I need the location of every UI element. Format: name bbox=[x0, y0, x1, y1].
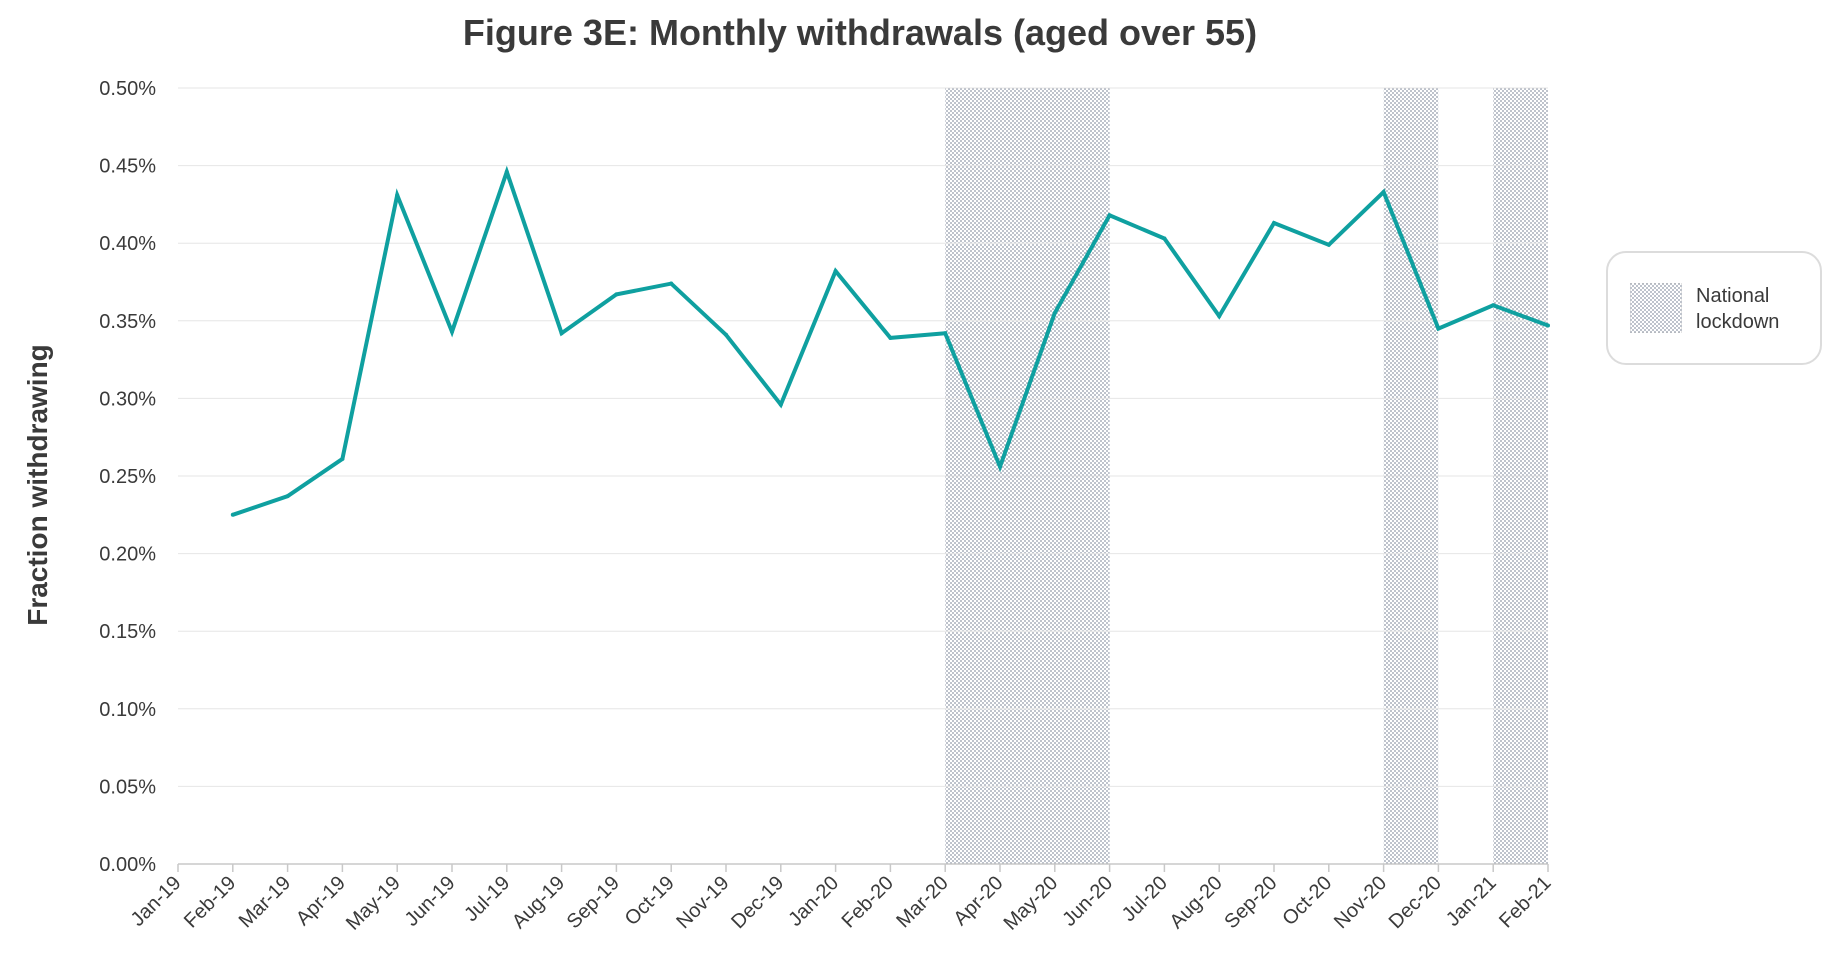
x-tick-label: Sep-19 bbox=[563, 872, 624, 933]
data-point bbox=[778, 402, 783, 407]
x-tick-label: Sep-20 bbox=[1220, 872, 1281, 933]
y-tick-label: 0.20% bbox=[99, 544, 156, 566]
data-point bbox=[450, 329, 454, 334]
y-tick-label: 0.35% bbox=[99, 311, 156, 333]
x-tick-label: Nov-19 bbox=[672, 872, 733, 933]
data-point bbox=[1436, 326, 1441, 331]
legend-swatch-lockdown bbox=[1630, 283, 1682, 333]
data-point bbox=[504, 169, 509, 174]
y-tick-label: 0.30% bbox=[99, 388, 156, 410]
x-axis bbox=[177, 863, 1549, 872]
x-tick-label: Apr-20 bbox=[950, 872, 1008, 930]
data-point bbox=[1546, 323, 1550, 328]
y-tick-label: 0.00% bbox=[99, 854, 156, 876]
x-tick-label: Aug-20 bbox=[1166, 872, 1227, 933]
x-tick-label: Feb-20 bbox=[838, 872, 898, 932]
data-point bbox=[1491, 303, 1496, 308]
data-point bbox=[998, 464, 1002, 469]
data-point bbox=[230, 512, 235, 517]
x-tick-label: Jul-20 bbox=[1118, 872, 1172, 926]
y-tick-label: 0.05% bbox=[99, 776, 156, 798]
data-point bbox=[1217, 314, 1222, 319]
legend: National lockdown bbox=[1606, 251, 1822, 365]
data-point bbox=[943, 331, 948, 336]
data-point bbox=[1052, 311, 1057, 316]
series-line-0 bbox=[232, 165, 1549, 517]
data-point bbox=[1326, 242, 1331, 247]
data-point bbox=[340, 456, 345, 461]
legend-label-lockdown: National lockdown bbox=[1696, 285, 1780, 333]
chart-title: Figure 3E: Monthly withdrawals (aged ove… bbox=[462, 12, 1258, 53]
x-tick-label: Feb-19 bbox=[180, 872, 240, 932]
y-tick-label: 0.40% bbox=[99, 233, 156, 255]
x-tick-label: Jul-19 bbox=[460, 872, 514, 926]
y-tick-label: 0.45% bbox=[99, 156, 156, 178]
y-axis-ticks: 0.00% 0.05% 0.10% 0.15% 0.20% 0.25% 0.30% 0.35%… bbox=[99, 78, 156, 876]
y-tick-label: 0.50% bbox=[99, 78, 156, 100]
x-tick-label: Jun-20 bbox=[1058, 872, 1117, 931]
data-point bbox=[1272, 221, 1276, 226]
x-tick-label: Feb-21 bbox=[1495, 872, 1555, 932]
data-point bbox=[1381, 189, 1386, 194]
data-point bbox=[669, 281, 674, 286]
x-tick-label: May-19 bbox=[342, 872, 405, 935]
data-point bbox=[888, 335, 893, 340]
x-tick-label: Oct-19 bbox=[621, 872, 679, 930]
series-lines bbox=[230, 165, 1550, 517]
x-tick-label: Aug-19 bbox=[508, 872, 569, 933]
x-tick-label: Mar-20 bbox=[892, 872, 952, 932]
x-tick-label: Jun-19 bbox=[401, 872, 460, 931]
data-point bbox=[1162, 236, 1167, 241]
x-tick-label: Jan-21 bbox=[1442, 872, 1501, 931]
x-tick-label: Mar-19 bbox=[235, 872, 295, 932]
x-tick-label: Nov-20 bbox=[1330, 872, 1391, 933]
x-tick-label: Apr-19 bbox=[292, 872, 350, 930]
y-tick-label: 0.25% bbox=[99, 466, 156, 488]
x-tick-label: Jan-19 bbox=[127, 872, 186, 931]
x-tick-label: Jan-20 bbox=[784, 872, 843, 931]
x-tick-label: May-20 bbox=[1000, 872, 1063, 935]
data-point bbox=[1107, 213, 1112, 218]
y-tick-label: 0.10% bbox=[99, 699, 156, 721]
data-point bbox=[559, 331, 564, 336]
data-point bbox=[833, 269, 838, 274]
gridlines bbox=[178, 87, 1548, 787]
data-point bbox=[724, 332, 728, 337]
data-point bbox=[614, 292, 619, 297]
x-tick-label: Dec-20 bbox=[1385, 872, 1446, 933]
x-tick-label: Oct-20 bbox=[1278, 872, 1336, 930]
data-point bbox=[285, 494, 290, 499]
x-tick-label: Dec-19 bbox=[727, 872, 788, 933]
data-point bbox=[395, 193, 400, 198]
y-tick-label: 0.15% bbox=[99, 621, 156, 643]
